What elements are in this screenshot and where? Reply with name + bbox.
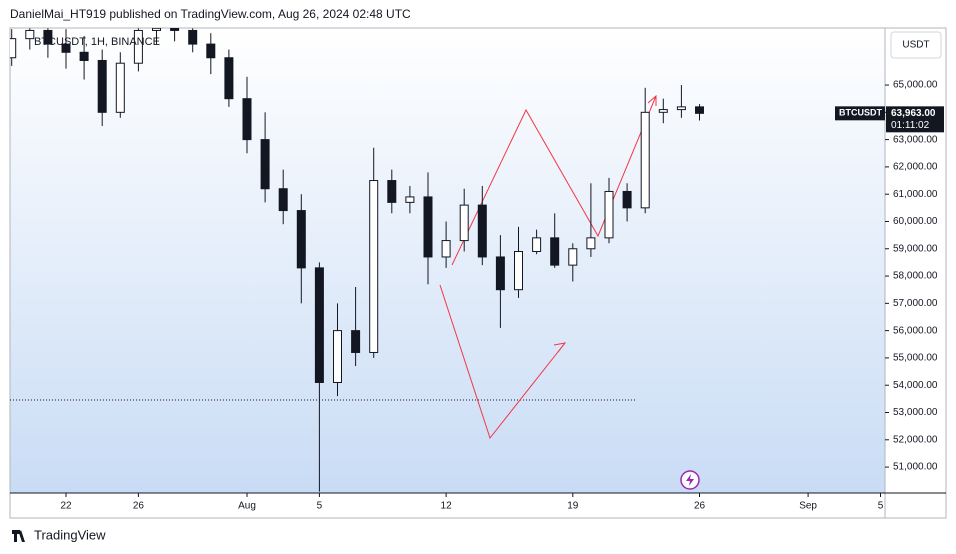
frame — [9, 27, 947, 519]
arrow-head — [647, 94, 657, 106]
price-tag: 63,963.00 — [891, 108, 936, 119]
candle-body — [61, 43, 71, 53]
candle-body — [550, 237, 560, 266]
pattern-line — [451, 95, 657, 266]
candle-body — [586, 237, 596, 250]
candle-body — [405, 196, 415, 203]
y-tick-label: 60,000.00 — [893, 216, 938, 227]
candle-body — [333, 330, 342, 383]
candle-body — [477, 204, 487, 258]
symbol-tag: BTCUSDT — [839, 108, 882, 118]
candle-body — [351, 330, 361, 353]
x-tick-label: 12 — [441, 501, 453, 512]
candle-body — [459, 204, 469, 242]
candle-body — [25, 29, 35, 40]
x-tick-label: Aug — [238, 501, 256, 512]
candle-body — [79, 51, 89, 61]
x-tick-label: 26 — [694, 501, 706, 512]
x-tick-label: 22 — [60, 501, 72, 512]
candle-body — [224, 57, 234, 100]
candle-body — [604, 190, 614, 239]
candle-body — [152, 28, 161, 31]
price-countdown: 01:11:02 — [891, 120, 930, 131]
plot — [10, 28, 704, 492]
y-tick-label: 58,000.00 — [893, 271, 938, 282]
candle-body — [387, 180, 397, 203]
candle-body — [278, 188, 288, 212]
candle-body — [188, 29, 198, 45]
y-tick-label: 53,000.00 — [893, 407, 938, 418]
x-tick-label: 26 — [133, 501, 145, 512]
candle-body — [206, 43, 216, 59]
x-tick-label: 5 — [878, 501, 884, 512]
symbol-label: BTCUSDT, 1H, BINANCE — [34, 36, 160, 48]
candle-body — [441, 240, 451, 258]
candle-body — [695, 106, 704, 114]
candle-body — [242, 98, 252, 141]
price-tag-bg — [886, 106, 944, 133]
candle-body — [640, 111, 650, 209]
candle-body — [369, 180, 379, 353]
y-tick-label: 65,000.00 — [893, 80, 938, 91]
pattern-line — [439, 284, 566, 440]
x-tick-label: 19 — [567, 501, 579, 512]
candle-body — [676, 106, 686, 111]
event-icon-glyph — [686, 474, 694, 486]
y-tick-label: 62,000.00 — [893, 162, 938, 173]
candle-body — [260, 139, 270, 190]
candle-body — [532, 237, 542, 252]
y-tick-label: 61,000.00 — [893, 189, 938, 200]
x-tick-label: 5 — [317, 501, 323, 512]
x-tick-label: Sep — [799, 501, 817, 512]
currency-button[interactable] — [890, 31, 942, 59]
candle-body — [568, 248, 578, 266]
y-tick-label: 54,000.00 — [893, 380, 938, 391]
candle-body — [43, 29, 53, 45]
candle-body — [658, 109, 668, 113]
arrow-head — [553, 342, 567, 353]
candle-body — [10, 38, 17, 59]
y-tick-label: 59,000.00 — [893, 243, 938, 254]
candle-body — [314, 267, 324, 383]
brand: TradingView — [34, 527, 106, 542]
y-tick-label: 56,000.00 — [893, 325, 938, 336]
y-tick-label: 55,000.00 — [893, 353, 938, 364]
plot-bg — [10, 28, 885, 493]
candle-body — [495, 256, 505, 291]
y-tick-label: 52,000.00 — [893, 434, 938, 445]
candle-body — [622, 190, 632, 209]
y-tick-label: 57,000.00 — [893, 298, 938, 309]
y-tick-label: 51,000.00 — [893, 462, 938, 473]
candle-body — [115, 62, 125, 113]
candle-body — [133, 29, 143, 64]
candle-body — [514, 250, 523, 291]
candle-body — [97, 59, 107, 113]
brand-logo — [12, 530, 25, 542]
y-tick-label: 63,000.00 — [893, 134, 938, 145]
currency-label: USDT — [902, 40, 929, 51]
publisher: DanielMai_HT919 published on TradingView… — [10, 7, 411, 21]
candle-body — [423, 196, 433, 258]
candle-body — [170, 28, 180, 31]
symbol-tag-bg — [835, 106, 885, 121]
candle-body — [296, 210, 306, 269]
